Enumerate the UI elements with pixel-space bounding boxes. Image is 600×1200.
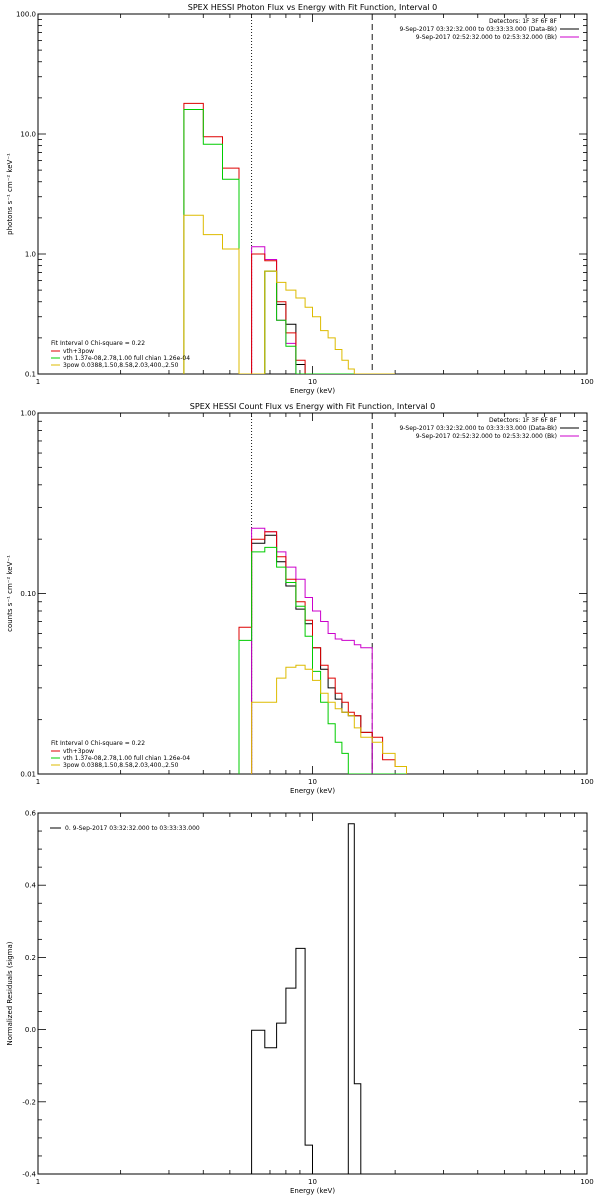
x-tick-label: 10	[308, 378, 317, 386]
series-line-1	[251, 527, 373, 774]
info-text: 9-Sep-2017 03:32:32.000 to 03:33:33.000 …	[399, 425, 557, 432]
y-tick-label: 0.10	[20, 590, 36, 598]
y-axis-label: photons s⁻¹ cm⁻² keV⁻¹	[6, 153, 14, 235]
series-line-3	[183, 109, 396, 374]
series-line-0	[251, 534, 373, 774]
series-line-0	[251, 270, 396, 374]
y-tick-label: 0.6	[25, 810, 37, 818]
y-tick-label: 0.0	[25, 1026, 36, 1034]
y-tick-label: 0.2	[25, 954, 36, 962]
y-tick-label: 0.01	[20, 771, 36, 779]
x-tick-label: 1	[36, 1178, 40, 1186]
x-axis-label: Energy (keV)	[290, 787, 335, 795]
y-axis-label: counts s⁻¹ cm⁻² keV⁻¹	[6, 555, 14, 632]
info-text: 9-Sep-2017 02:52:32.000 to 02:53:32.000 …	[416, 433, 557, 440]
x-tick-label: 100	[580, 378, 593, 386]
info-text: Detectors: 1F 3F 6F 8F	[489, 417, 558, 424]
x-tick-label: 1	[36, 378, 40, 386]
series-line-0	[239, 823, 373, 1174]
y-tick-label: 100.0	[16, 11, 36, 19]
series-line-2	[238, 531, 407, 774]
x-tick-label: 10	[308, 1178, 317, 1186]
x-tick-label: 1	[36, 778, 40, 786]
series-line-4	[251, 664, 407, 774]
legend-label: vth+3pow	[63, 748, 94, 755]
info-text: 9-Sep-2017 02:52:32.000 to 02:53:32.000 …	[416, 34, 557, 41]
plot-frame	[37, 412, 588, 775]
x-axis-label: Energy (keV)	[290, 1187, 335, 1195]
legend-label: vth+3pow	[63, 348, 94, 355]
legend-label: vth 1.37e-08,2.78,1.00 full chian 1.26e-…	[63, 755, 190, 762]
series-line-3	[238, 546, 407, 774]
plot-frame	[37, 812, 588, 1175]
y-tick-label: 1.00	[20, 410, 36, 418]
y-tick-label: -0.4	[22, 1171, 36, 1179]
y-tick-label: 1.0	[25, 251, 36, 259]
chart-title: SPEX HESSI Photon Flux vs Energy with Fi…	[188, 3, 438, 12]
series-line-4	[183, 214, 396, 374]
info-text: Detectors: 1F 3F 6F 8F	[489, 18, 558, 25]
plot-frame	[37, 13, 588, 375]
x-axis-label: Energy (keV)	[290, 387, 335, 395]
x-tick-label: 100	[580, 778, 593, 786]
y-tick-label: 10.0	[20, 131, 36, 139]
y-tick-label: -0.2	[22, 1098, 36, 1106]
x-tick-label: 10	[308, 778, 317, 786]
y-tick-label: 0.4	[25, 882, 37, 890]
y-axis-label: Normalized Residuals (sigma)	[6, 941, 14, 1045]
series-line-1	[251, 246, 396, 374]
legend-label: 0. 9-Sep-2017 03:32:32.000 to 03:33:33.0…	[65, 825, 200, 832]
fit-info-text: Fit Interval 0 Chi-square = 0.22	[51, 740, 145, 747]
chart-panel-1: SPEX HESSI Count Flux vs Energy with Fit…	[6, 402, 594, 795]
x-tick-label: 100	[580, 1178, 593, 1186]
legend-label: 3pow 0.0388,1.50,8.58,2.03,400.,2.50	[63, 762, 179, 769]
legend-label: vth 1.37e-08,2.78,1.00 full chian 1.26e-…	[63, 355, 190, 362]
chart-panel-0: SPEX HESSI Photon Flux vs Energy with Fi…	[6, 3, 594, 395]
info-text: 9-Sep-2017 03:32:32.000 to 03:33:33.000 …	[399, 26, 557, 33]
fit-info-text: Fit Interval 0 Chi-square = 0.22	[51, 340, 145, 347]
legend-label: 3pow 0.0388,1.50,8.58,2.03,400.,2.50	[63, 362, 179, 369]
y-tick-label: 0.1	[25, 371, 36, 379]
chart-panel-2: 1 10 100 -0.4 -0.2 0.0 0.2 0.4 0.6 Energy (keV) No…	[6, 810, 594, 1196]
chart-title: SPEX HESSI Count Flux vs Energy with Fit…	[190, 402, 435, 411]
